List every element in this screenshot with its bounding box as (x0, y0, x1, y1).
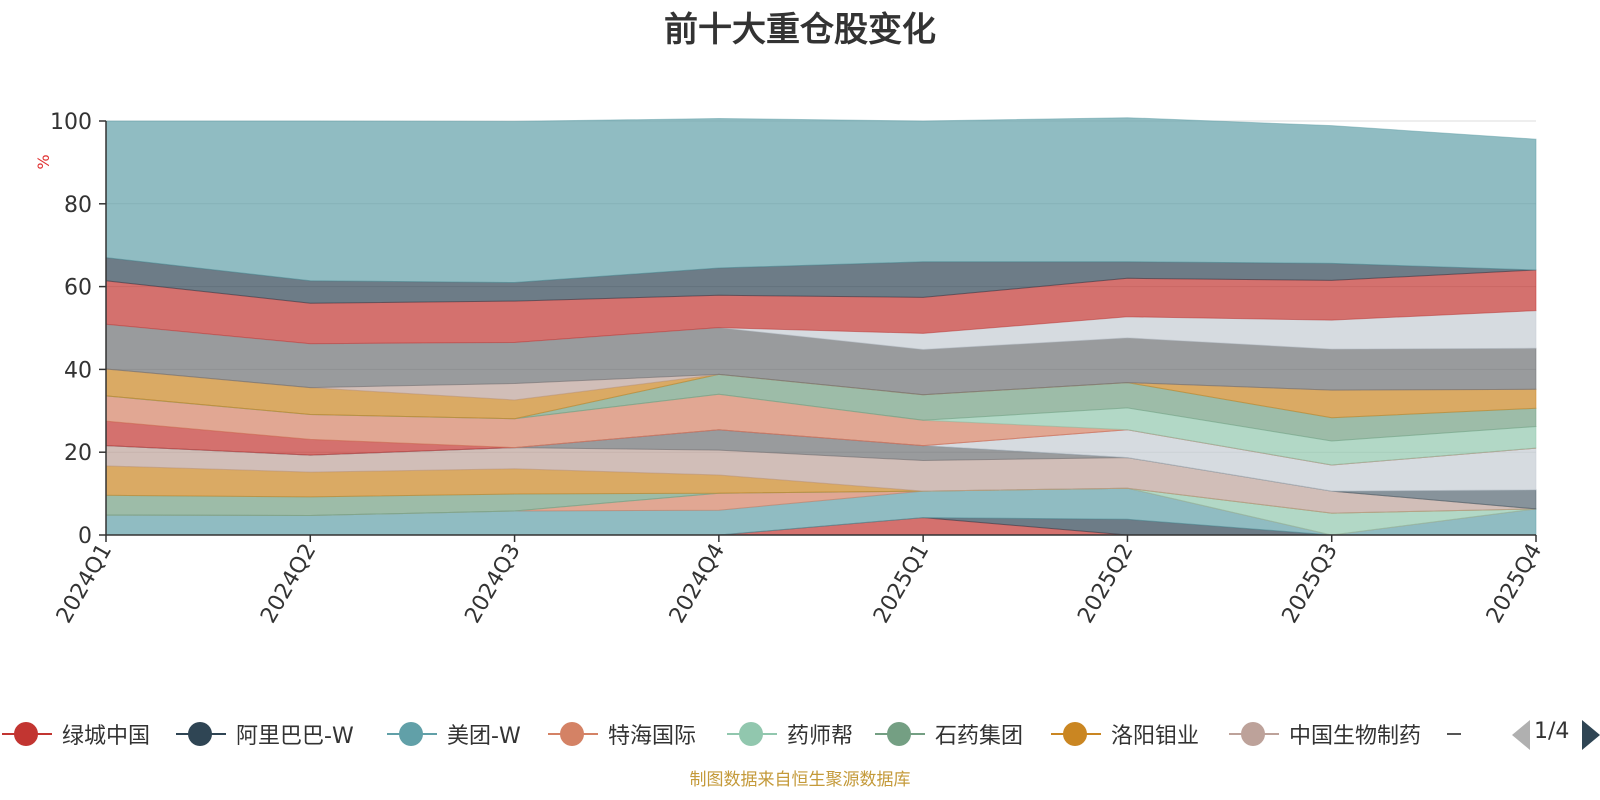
legend-marker-icon (887, 722, 911, 746)
legend-label: 阿里巴巴-W (236, 724, 354, 749)
legend-marker-icon (399, 722, 423, 746)
x-tick-label: 2024Q3 (460, 540, 525, 628)
legend-label: 特海国际 (608, 724, 697, 749)
x-tick-label: 2025Q1 (869, 540, 934, 628)
pager-page-indicator: 1/4 (1534, 719, 1570, 744)
y-tick-label: 20 (64, 441, 92, 466)
chart-title: 前十大重仓股变化 (664, 10, 936, 50)
legend-label: 美团-W (447, 724, 521, 749)
legend-label: 绿城中国 (62, 724, 151, 749)
y-tick-label: 100 (50, 110, 92, 135)
legend-label: 石药集团 (935, 724, 1024, 749)
legend-marker-icon (739, 722, 763, 746)
x-tick-label: 2024Q4 (665, 540, 730, 628)
x-tick-label: 2025Q4 (1482, 540, 1547, 628)
y-tick-label: 60 (64, 276, 92, 301)
x-tick-label: 2024Q2 (256, 540, 321, 628)
stacked-area-chart: 0 20 40 60 80 100% 2024Q1 2024Q2 2024Q3 2024Q4 202… (34, 110, 1547, 628)
legend-label: 药师帮 (787, 724, 854, 749)
legend-label: 中国生物制药 (1289, 724, 1422, 749)
legend-pager: 1/4 (1500, 714, 1600, 754)
source-note: 制图数据来自恒生聚源数据库 (689, 770, 911, 790)
x-tick-label: 2025Q2 (1073, 540, 1138, 628)
legend-marker-icon (188, 722, 212, 746)
y-axis-unit-label: % (34, 154, 53, 169)
legend-marker-icon (14, 722, 38, 746)
pager-next-arrow-icon[interactable] (1582, 720, 1600, 750)
legend-overflow-marker-icon (1447, 733, 1461, 735)
legend-marker-icon (1241, 722, 1265, 746)
legend-label: 洛阳钼业 (1111, 724, 1200, 749)
legend-marker-icon (1063, 722, 1087, 746)
x-tick-label: 2024Q1 (52, 540, 117, 628)
area-series-layer (105, 117, 1537, 536)
y-tick-label: 80 (64, 193, 92, 218)
legend-marker-icon (560, 722, 584, 746)
x-tick-label: 2025Q3 (1278, 540, 1343, 628)
area-series-22[interactable] (105, 117, 1537, 284)
y-tick-label: 0 (78, 524, 92, 549)
pager-prev-arrow-icon[interactable] (1512, 720, 1530, 750)
y-tick-label: 40 (64, 358, 92, 383)
